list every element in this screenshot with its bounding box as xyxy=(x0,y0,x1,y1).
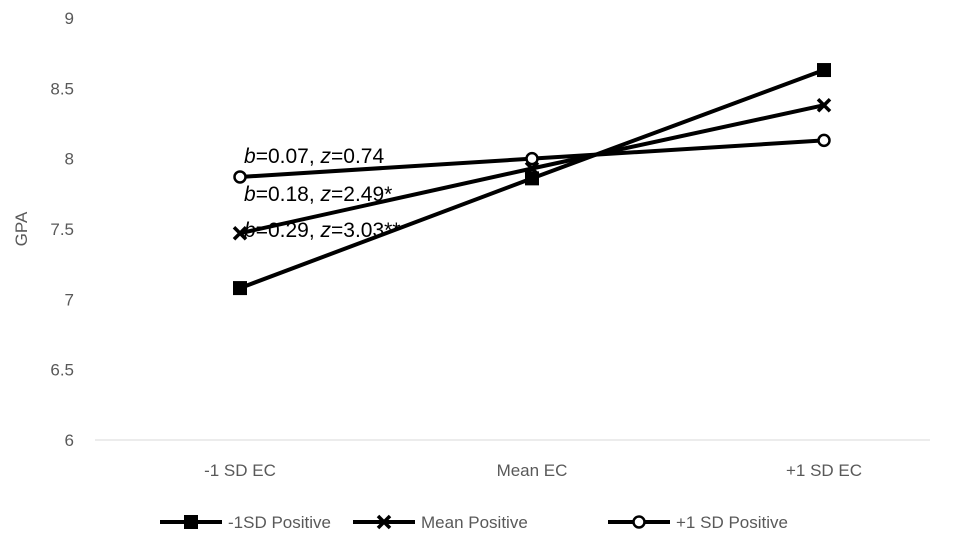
annotation-part: =0.74 xyxy=(331,145,384,168)
legend-circle-marker xyxy=(632,515,646,529)
annotation-part: =2.49* xyxy=(331,183,392,206)
legend-item: Mean Positive xyxy=(353,513,528,532)
legend-item: +1 SD Positive xyxy=(608,513,788,532)
y-tick-label: 8 xyxy=(65,150,74,169)
y-tick-label: 8.5 xyxy=(50,79,74,98)
y-axis-label: GPA xyxy=(12,211,31,246)
legend-label: -1SD Positive xyxy=(228,513,331,532)
legend-item: -1SD Positive xyxy=(160,513,331,532)
data-point-x-marker xyxy=(524,161,540,176)
legend-label: Mean Positive xyxy=(421,513,528,532)
annotation-part: z xyxy=(320,219,332,242)
y-tick-label: 7 xyxy=(65,290,74,309)
data-point-x-marker xyxy=(232,225,248,241)
y-tick-label: 9 xyxy=(65,9,74,28)
y-axis-ticks: 6 6.5 7 7.5 8 8.5 9 xyxy=(50,9,74,450)
slope-annotation: b=0.07, z=0.74 xyxy=(244,145,384,168)
x-tick-label: +1 SD EC xyxy=(786,461,862,480)
x-axis-ticks: -1 SD EC Mean EC +1 SD EC xyxy=(204,461,862,480)
annotation-part: =3.03** xyxy=(331,219,400,242)
data-point-x-marker xyxy=(816,97,832,113)
slope-annotation: b=0.18, z=2.49* xyxy=(244,183,392,206)
annotation-part: z xyxy=(320,183,332,206)
x-tick-label: -1 SD EC xyxy=(204,461,276,480)
annotation-part: =0.29, xyxy=(256,219,321,242)
legend-label: +1 SD Positive xyxy=(676,513,788,532)
legend-x-marker xyxy=(376,514,392,530)
annotation-part: b xyxy=(244,145,256,168)
annotation-part: =0.07, xyxy=(256,145,321,168)
slope-annotation: b=0.29, z=3.03** xyxy=(244,219,400,242)
series-lines xyxy=(232,63,832,296)
annotation-part: z xyxy=(320,145,332,168)
annotation-part: =0.18, xyxy=(256,183,321,206)
annotation-part: b xyxy=(244,183,256,206)
data-point-square-marker xyxy=(233,281,247,296)
legend: -1SD Positive Mean Positive +1 SD Positive xyxy=(160,513,788,532)
y-tick-label: 6.5 xyxy=(50,361,74,380)
x-tick-label: Mean EC xyxy=(497,461,568,480)
data-point-square-marker xyxy=(817,63,831,78)
y-tick-label: 6 xyxy=(65,431,74,450)
data-point-circle-marker xyxy=(233,170,247,184)
data-point-circle-marker xyxy=(817,133,831,148)
annotation-part: b xyxy=(244,219,256,242)
data-point-circle-marker xyxy=(525,151,539,166)
slope-annotations: b=0.07, z=0.74b=0.18, z=2.49*b=0.29, z=3… xyxy=(244,145,400,242)
y-tick-label: 7.5 xyxy=(50,220,74,239)
legend-square-marker xyxy=(184,515,198,529)
data-point-square-marker xyxy=(525,171,539,186)
